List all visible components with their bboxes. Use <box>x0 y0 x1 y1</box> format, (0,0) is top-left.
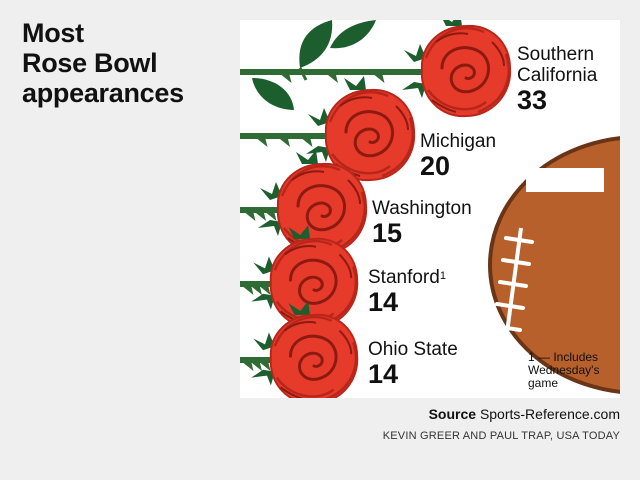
team-name: Michigan <box>420 131 497 152</box>
title-line-3: appearances <box>22 78 184 108</box>
football-icon <box>488 136 620 394</box>
stem-2 <box>240 207 292 213</box>
category-label-2: Washington 15 <box>372 198 472 248</box>
team-name: Washington <box>372 198 472 219</box>
thorn <box>260 287 271 295</box>
data-value: 14 <box>368 359 399 389</box>
thorn <box>281 75 292 83</box>
team-name: Southern <box>517 44 595 65</box>
data-value: 15 <box>372 218 403 248</box>
thorn <box>374 75 385 83</box>
team-name: California <box>517 65 598 86</box>
thorn <box>257 139 268 147</box>
data-value: 14 <box>368 287 399 317</box>
thorn <box>252 287 262 295</box>
thorn <box>266 213 277 221</box>
title-line-2: Rose Bowl <box>22 48 158 78</box>
stem-0 <box>240 69 436 75</box>
stem-3 <box>240 281 284 287</box>
title-line-1: Most <box>22 18 84 48</box>
thorn <box>260 363 271 371</box>
thorn <box>280 139 290 147</box>
category-label-4: Ohio State 14 <box>368 339 458 389</box>
thorn <box>328 75 338 83</box>
graphic-panel: Southern California 33 Michigan 20 Washington… <box>240 20 620 398</box>
thorn <box>302 139 313 147</box>
team-name: Stanford1 <box>368 267 446 288</box>
source-text: Sports-Reference.com <box>479 406 620 422</box>
data-value: 20 <box>420 151 451 181</box>
leaf-icon <box>252 20 376 110</box>
category-label-0: Southern California 33 <box>517 44 597 115</box>
stem-1 <box>240 133 340 139</box>
footnote: 1 — Includes Wednesday's game <box>528 350 600 390</box>
source-line: Source Sports-Reference.com <box>429 406 620 422</box>
data-value: 33 <box>517 85 548 115</box>
footnote-mark: 1 <box>439 270 446 282</box>
stems <box>240 69 436 371</box>
thorn <box>252 363 262 371</box>
source-label: Source <box>428 406 477 422</box>
thorn <box>256 213 266 221</box>
chart-title: Most Rose Bowl appearances <box>22 18 232 108</box>
illustration <box>240 20 620 398</box>
category-label-3: Stanford1 14 <box>368 267 446 317</box>
thorn <box>245 213 256 221</box>
stem-4 <box>240 357 284 363</box>
thorn <box>243 363 254 371</box>
category-label-1: Michigan 20 <box>420 131 496 181</box>
thorn <box>243 287 254 295</box>
team-name: Ohio State <box>368 339 458 360</box>
credit-line: KEVIN GREER AND PAUL TRAP, USA TODAY <box>382 430 620 442</box>
rose-icon <box>402 20 512 118</box>
